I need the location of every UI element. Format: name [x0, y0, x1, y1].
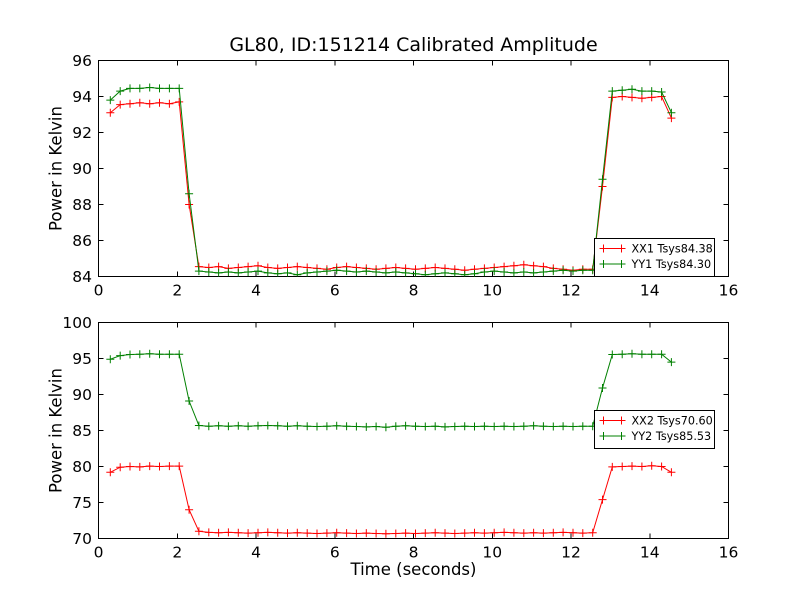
y-tick-label: 86: [72, 232, 92, 250]
x-tick-label: 12: [561, 544, 581, 562]
y-tick-label: 75: [72, 494, 92, 512]
x-tick-label: 10: [482, 282, 502, 300]
series-markers-xx2: [106, 461, 676, 538]
x-tick-label: 2: [172, 544, 182, 562]
x-tick-label: 0: [94, 544, 104, 562]
plot-area: [106, 83, 676, 277]
x-tick-label: 4: [251, 544, 261, 562]
legend-label-xx2: XX2 Tsys70.60: [632, 415, 713, 428]
plot-area: [106, 349, 676, 538]
x-tick-label: 6: [330, 544, 340, 562]
y-tick-label: 80: [72, 458, 92, 476]
legend-label-yy1: YY1 Tsys84.30: [631, 258, 712, 271]
bottom-subplot: 0 2 4 6 8 10 12 14 16 70 75 80 85 90 95 100 XX2 Tsys70.6…: [47, 314, 739, 579]
x-tick-label: 14: [640, 282, 660, 300]
y-tick-label: 92: [72, 124, 92, 142]
plot-title: GL80, ID:151214 Calibrated Amplitude: [229, 34, 597, 56]
y-tick-label: 85: [72, 422, 92, 440]
y-tick-label: 84: [72, 268, 92, 286]
x-tick-label: 0: [94, 282, 104, 300]
x-tick-label: 16: [719, 544, 739, 562]
x-tick-label: 14: [640, 544, 660, 562]
top-subplot: 0 2 4 6 8 10 12 14 16 84 86 88 90 92 94 96 XX1 Tsys84.38…: [47, 34, 739, 300]
legend-sample-xx2: [599, 416, 626, 425]
legend: XX1 Tsys84.38 YY1 Tsys84.30: [594, 238, 715, 277]
legend-sample-xx1: [599, 244, 626, 253]
legend: XX2 Tsys70.60 YY2 Tsys85.53: [594, 410, 715, 449]
x-tick-label: 2: [172, 282, 182, 300]
series-line-xx2: [110, 465, 672, 535]
x-tick-label: 4: [251, 282, 261, 300]
series-line-yy2: [110, 353, 672, 428]
series-line-xx1: [109, 95, 672, 271]
tick-marks: [98, 322, 729, 539]
x-tick-label: 8: [409, 282, 419, 300]
y-tick-label: 95: [72, 350, 92, 368]
legend-label-yy2: YY2 Tsys85.53: [631, 430, 712, 443]
y-tick-label: 94: [72, 88, 92, 106]
x-axis-label: Time (seconds): [350, 560, 477, 579]
series-markers-yy2: [106, 349, 676, 432]
y-axis-label: Power in Kelvin: [47, 368, 66, 493]
y-tick-label: 96: [72, 52, 92, 70]
legend-frame: [594, 238, 715, 277]
y-tick-label: 90: [72, 386, 92, 404]
legend-sample-yy2: [599, 432, 626, 440]
legend-label-xx1: XX1 Tsys84.38: [632, 243, 713, 256]
y-tick-label: 90: [72, 160, 92, 178]
y-axis-label: Power in Kelvin: [47, 106, 66, 231]
legend-frame: [594, 410, 715, 449]
y-tick-label: 88: [72, 196, 92, 214]
y-tick-label: 70: [72, 530, 92, 548]
x-tick-label: 10: [482, 544, 502, 562]
series-markers-yy1: [106, 83, 676, 277]
x-tick-label: 16: [719, 282, 739, 300]
x-tick-label: 8: [409, 544, 419, 562]
series-line-yy1: [109, 86, 672, 276]
x-tick-label: 12: [561, 282, 581, 300]
legend-sample-yy1: [599, 260, 626, 268]
x-tick-label: 6: [330, 282, 340, 300]
y-tick-label: 100: [62, 314, 92, 332]
